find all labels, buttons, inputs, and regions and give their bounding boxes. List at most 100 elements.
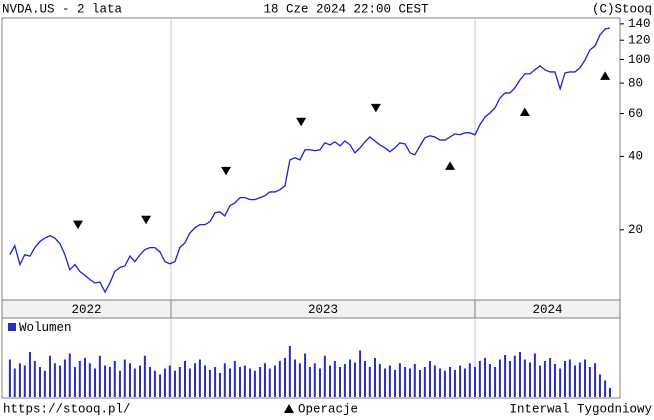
volume-bar bbox=[363, 361, 366, 397]
volume-bar bbox=[539, 365, 542, 397]
volume-bar bbox=[598, 374, 601, 397]
volume-bar bbox=[373, 358, 376, 397]
volume-bar bbox=[143, 355, 146, 397]
volume-legend-icon bbox=[8, 323, 16, 331]
volume-bar bbox=[59, 365, 62, 397]
volume-bar bbox=[294, 359, 297, 397]
volume-bar bbox=[204, 365, 207, 397]
volume-bar bbox=[38, 367, 41, 397]
operation-marker bbox=[141, 215, 152, 225]
volume-bar bbox=[359, 350, 362, 397]
y-tick-label: 20 bbox=[628, 223, 643, 237]
price-line bbox=[9, 27, 611, 294]
volume-bar bbox=[218, 373, 221, 397]
volume-bar bbox=[439, 368, 442, 397]
year-label: 2022 bbox=[71, 303, 101, 317]
volume-bar bbox=[88, 363, 91, 397]
volume-bar bbox=[178, 367, 181, 397]
volume-bar bbox=[13, 368, 16, 397]
volume-bar bbox=[313, 363, 316, 397]
volume-bar bbox=[578, 362, 581, 397]
volume-bar bbox=[388, 365, 391, 397]
footer-url: https://stooq.pl/ bbox=[3, 402, 131, 416]
volume-bar bbox=[318, 368, 321, 397]
operation-marker bbox=[445, 161, 456, 170]
volume-bar bbox=[33, 361, 36, 397]
volume-bar bbox=[149, 367, 152, 397]
volume-bar bbox=[98, 355, 101, 397]
volume-bar bbox=[208, 370, 211, 397]
volume-bar bbox=[323, 355, 326, 397]
volume-bar bbox=[23, 365, 26, 397]
volume-bar bbox=[223, 363, 226, 397]
volume-legend: Wolumen bbox=[19, 321, 72, 335]
volume-bar bbox=[443, 370, 446, 397]
volume-bar bbox=[163, 368, 166, 397]
volume-bar bbox=[398, 363, 401, 397]
volume-bar bbox=[429, 361, 432, 397]
volume-bar bbox=[73, 367, 76, 397]
volume-bar bbox=[494, 367, 497, 397]
volume-bar bbox=[53, 363, 56, 397]
volume-bar bbox=[563, 361, 566, 397]
volume-bar bbox=[284, 358, 287, 397]
volume-bar bbox=[183, 361, 186, 397]
volume-bar bbox=[153, 370, 156, 397]
volume-bar bbox=[513, 355, 516, 397]
y-tick-label: 80 bbox=[628, 76, 643, 90]
volume-bar bbox=[268, 368, 271, 397]
volume-bar bbox=[94, 368, 97, 397]
volume-bar bbox=[339, 367, 342, 397]
volume-bar bbox=[433, 365, 436, 397]
footer-interval: Interwal Tygodniowy bbox=[509, 402, 652, 416]
volume-bar bbox=[243, 365, 246, 397]
volume-bar bbox=[608, 388, 611, 397]
year-label: 2023 bbox=[308, 303, 338, 317]
operations-legend-icon bbox=[284, 404, 294, 413]
volume-bar bbox=[233, 361, 236, 397]
volume-bar bbox=[28, 352, 31, 397]
volume-bar bbox=[604, 380, 607, 397]
volume-bar bbox=[123, 359, 126, 397]
volume-bar bbox=[349, 359, 352, 397]
operation-marker bbox=[221, 166, 232, 176]
y-tick-label: 40 bbox=[628, 150, 643, 164]
volume-bar bbox=[529, 362, 532, 397]
volume-bar bbox=[298, 363, 301, 397]
volume-bar bbox=[159, 374, 162, 397]
volume-bar bbox=[459, 365, 462, 397]
volume-bar bbox=[118, 370, 121, 397]
volume-bar bbox=[559, 368, 562, 397]
volume-bar bbox=[378, 364, 381, 397]
volume-bar bbox=[214, 367, 217, 397]
volume-bar bbox=[273, 365, 276, 397]
volume-bar bbox=[523, 359, 526, 397]
volume-bar bbox=[133, 368, 136, 397]
volume-bar bbox=[368, 367, 371, 397]
volume-bar bbox=[413, 364, 416, 397]
volume-bar bbox=[173, 370, 176, 397]
volume-bar bbox=[353, 362, 356, 397]
y-tick-label: 140 bbox=[628, 17, 651, 31]
volume-bar bbox=[49, 355, 52, 397]
volume-bar bbox=[463, 368, 466, 397]
volume-bar bbox=[543, 361, 546, 397]
volume-bar bbox=[249, 368, 252, 397]
volume-bar bbox=[194, 363, 197, 397]
volume-bar bbox=[278, 361, 281, 397]
volume-bar bbox=[78, 361, 81, 397]
volume-bar bbox=[533, 353, 536, 397]
volume-bar bbox=[478, 361, 481, 397]
volume-bar bbox=[308, 367, 311, 397]
chart-title: NVDA.US - 2 lata bbox=[2, 2, 123, 16]
volume-bar bbox=[168, 365, 171, 397]
volume-bar bbox=[449, 367, 452, 397]
y-tick-label: 100 bbox=[628, 53, 651, 67]
volume-bar bbox=[139, 365, 142, 397]
volume-bar bbox=[333, 361, 336, 397]
operation-marker bbox=[600, 71, 611, 80]
volume-bar bbox=[394, 370, 397, 397]
volume-bar bbox=[468, 363, 471, 397]
volume-bar bbox=[504, 355, 507, 397]
